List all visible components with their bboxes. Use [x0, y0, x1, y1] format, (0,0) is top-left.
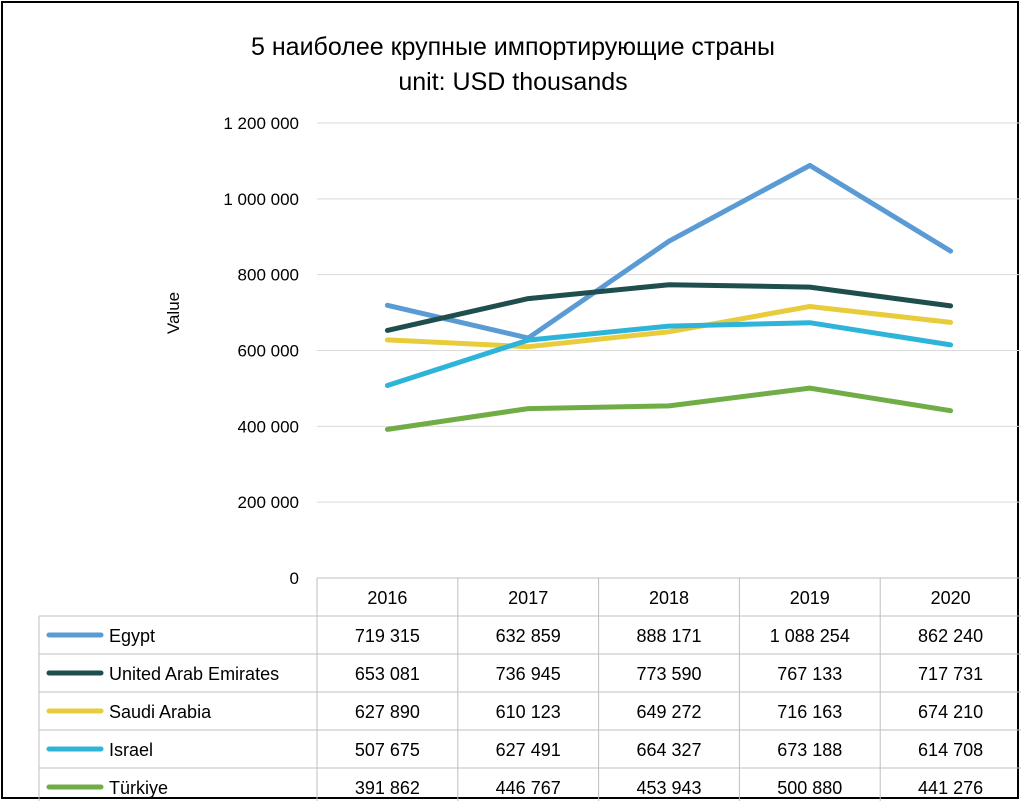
- data-label: 716 163: [777, 702, 842, 722]
- data-label: 653 081: [355, 664, 420, 684]
- data-label: 773 590: [636, 664, 701, 684]
- series-line-3: [384, 320, 954, 388]
- data-label: 719 315: [355, 626, 420, 646]
- x-category-label: 2017: [508, 588, 548, 608]
- y-tick-label: 600 000: [238, 342, 299, 361]
- data-label: 614 708: [918, 740, 983, 760]
- data-label: 391 862: [355, 778, 420, 798]
- x-category-label: 2016: [367, 588, 407, 608]
- data-label: 862 240: [918, 626, 983, 646]
- data-label: 500 880: [777, 778, 842, 798]
- data-label: 610 123: [496, 702, 561, 722]
- data-label: 1 088 254: [770, 626, 850, 646]
- gridlines: [317, 122, 1021, 503]
- data-table: 2016 2017 2018 2019 2020 Egypt 719 315 632 859 8…: [38, 577, 1021, 801]
- y-axis-title: Value: [164, 292, 183, 334]
- series-line-1: [384, 282, 954, 333]
- y-tick-label: 200 000: [238, 493, 299, 512]
- y-axis-ticks: 0 200 000 400 000 600 000 800 000 1 000 000 1 …: [223, 114, 299, 588]
- data-label: 507 675: [355, 740, 420, 760]
- data-label: 441 276: [918, 778, 983, 798]
- y-tick-label: 400 000: [238, 417, 299, 436]
- y-tick-label: 0: [290, 569, 299, 588]
- data-label: 632 859: [496, 626, 561, 646]
- data-label: 649 272: [636, 702, 701, 722]
- data-label: 736 945: [496, 664, 561, 684]
- data-label: 717 731: [918, 664, 983, 684]
- data-label: 664 327: [636, 740, 701, 760]
- legend-label: Israel: [109, 740, 153, 760]
- legend-label: United Arab Emirates: [109, 664, 279, 684]
- data-label: 453 943: [636, 778, 701, 798]
- series-line-2: [384, 304, 954, 350]
- legend-label: Egypt: [109, 626, 155, 646]
- legend-label: Saudi Arabia: [109, 702, 212, 722]
- data-label: 627 890: [355, 702, 420, 722]
- series-line-0: [384, 162, 954, 341]
- line-chart: 5 наиболее крупные импортирующие страны …: [38, 33, 1021, 801]
- legend-label: Türkiye: [109, 778, 168, 798]
- data-label: 446 767: [496, 778, 561, 798]
- series-lines: [384, 162, 954, 432]
- y-tick-label: 800 000: [238, 266, 299, 285]
- data-label: 674 210: [918, 702, 983, 722]
- data-label: 627 491: [496, 740, 561, 760]
- chart-subtitle: unit: USD thousands: [398, 68, 627, 96]
- y-tick-label: 1 000 000: [223, 190, 299, 209]
- series-line-4: [384, 385, 954, 432]
- data-label: 673 188: [777, 740, 842, 760]
- x-category-label: 2018: [649, 588, 689, 608]
- x-category-label: 2020: [931, 588, 971, 608]
- data-label: 888 171: [636, 626, 701, 646]
- x-category-label: 2019: [790, 588, 830, 608]
- y-tick-label: 1 200 000: [223, 114, 299, 133]
- data-label: 767 133: [777, 664, 842, 684]
- chart-title: 5 наиболее крупные импортирующие страны: [251, 33, 775, 61]
